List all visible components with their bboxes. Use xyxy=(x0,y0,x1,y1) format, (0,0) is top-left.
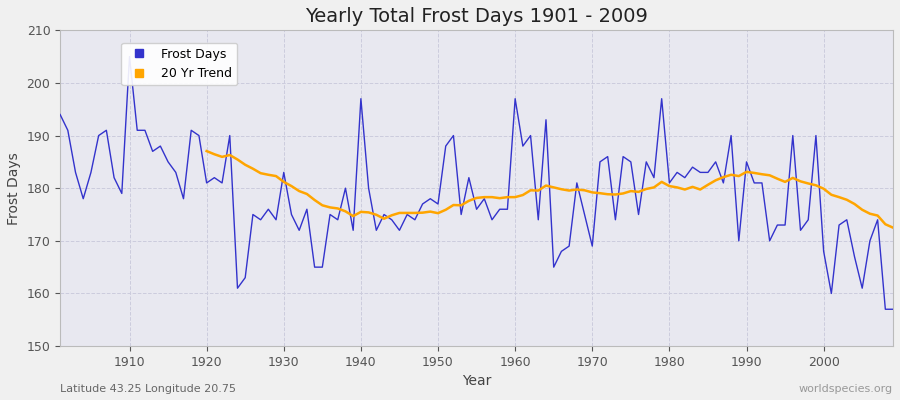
Legend: Frost Days, 20 Yr Trend: Frost Days, 20 Yr Trend xyxy=(122,43,237,85)
X-axis label: Year: Year xyxy=(462,374,491,388)
Text: Latitude 43.25 Longitude 20.75: Latitude 43.25 Longitude 20.75 xyxy=(60,384,236,394)
Text: worldspecies.org: worldspecies.org xyxy=(799,384,893,394)
Y-axis label: Frost Days: Frost Days xyxy=(7,152,21,224)
Title: Yearly Total Frost Days 1901 - 2009: Yearly Total Frost Days 1901 - 2009 xyxy=(305,7,648,26)
